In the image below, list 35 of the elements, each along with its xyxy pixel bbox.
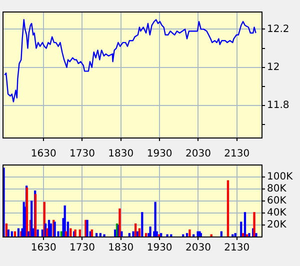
bar <box>141 212 144 237</box>
y-tick-label: 100K <box>267 172 294 183</box>
bar <box>188 229 191 237</box>
y-tick-label: 40K <box>267 208 287 219</box>
y-tick-label: 60K <box>267 196 287 207</box>
bar <box>240 222 242 237</box>
bar <box>36 229 39 237</box>
x2-tick-label: 1830 <box>108 242 134 254</box>
bar <box>244 212 246 237</box>
y-tick-label: 11.8 <box>267 100 290 112</box>
x-tick-label: 1630 <box>30 148 56 160</box>
bar <box>118 208 121 237</box>
y-tick-label: 20K <box>267 220 287 231</box>
x2-tick-label: 2130 <box>224 242 250 254</box>
x-tick-label: 1930 <box>146 148 172 160</box>
y-tick-label: 80K <box>267 184 287 195</box>
x2-tick-label: 1630 <box>30 242 56 254</box>
x-tick-label: 2030 <box>185 148 211 160</box>
x2-tick-label: 1930 <box>146 242 172 254</box>
x-tick-label: 2130 <box>224 148 250 160</box>
bar <box>154 202 156 237</box>
y-tick-label: 12.2 <box>267 24 290 35</box>
bar <box>255 233 258 237</box>
y-tick-label: 12 <box>267 62 280 73</box>
bar <box>132 231 134 237</box>
bar <box>234 233 236 237</box>
x2-tick-label: 1730 <box>70 242 95 254</box>
bar <box>149 226 152 237</box>
x-tick-label: 1730 <box>70 148 95 160</box>
bar <box>226 180 230 237</box>
bar <box>253 212 256 237</box>
bar <box>120 231 123 237</box>
x2-tick-label: 2030 <box>185 242 211 254</box>
x-tick-label: 1830 <box>108 148 134 160</box>
bar <box>34 194 37 237</box>
